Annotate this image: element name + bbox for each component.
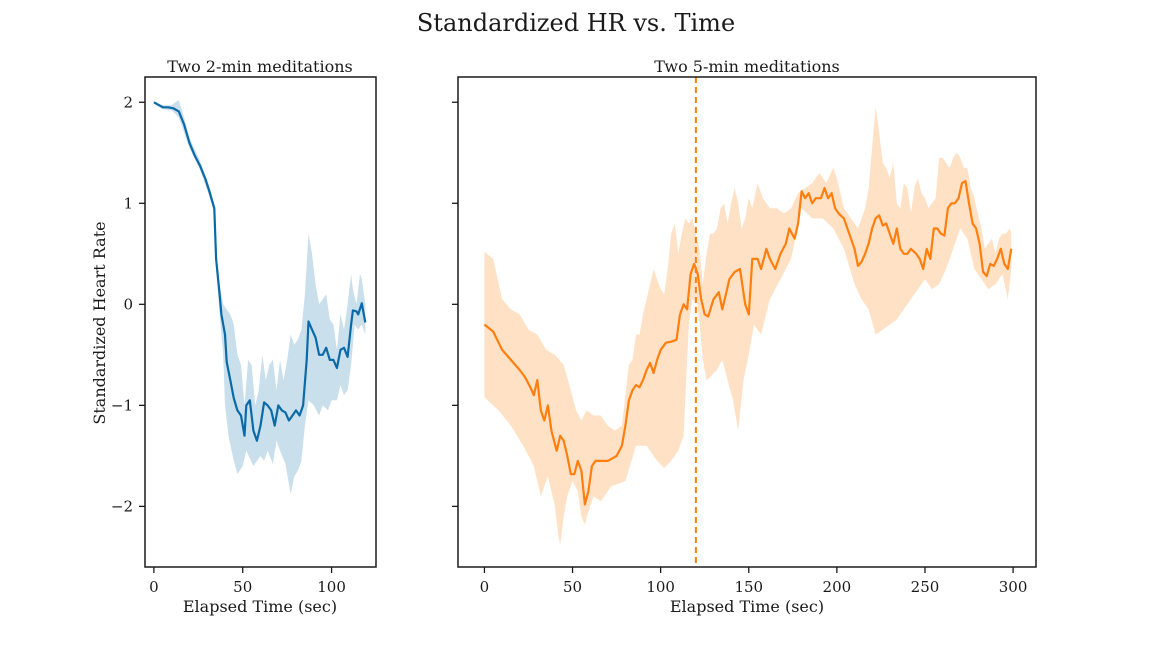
y-tick-label: 2 <box>123 93 133 111</box>
x-tick-label: 250 <box>911 578 940 596</box>
series-line <box>153 101 367 442</box>
y-tick-label: 1 <box>123 194 133 212</box>
left-panel: Two 2-min meditations Elapsed Time (sec)… <box>90 57 377 616</box>
x-tick-label: 200 <box>823 578 852 596</box>
x-tick-label: 100 <box>317 578 346 596</box>
x-tick-label: 50 <box>563 578 582 596</box>
series-line <box>483 180 1013 506</box>
x-tick-label: 0 <box>480 578 490 596</box>
x-tick-label: 50 <box>233 578 252 596</box>
plot-frame <box>457 76 1037 568</box>
x-tick-label: 300 <box>999 578 1028 596</box>
confidence-band <box>153 100 366 495</box>
y-tick-label: −2 <box>111 497 133 515</box>
y-tick-label: 0 <box>123 295 133 313</box>
right-panel-title: Two 5-min meditations <box>654 57 839 76</box>
confidence-band <box>484 107 1012 545</box>
right-panel: Two 5-min meditations Elapsed Time (sec)… <box>452 57 1037 616</box>
right-panel-xlabel: Elapsed Time (sec) <box>670 597 824 616</box>
plot-frame <box>144 76 377 568</box>
x-tick-label: 0 <box>149 578 159 596</box>
left-panel-ylabel: Standardized Heart Rate <box>90 221 109 424</box>
x-tick-label: 150 <box>734 578 763 596</box>
y-tick-label: −1 <box>111 396 133 414</box>
figure-title: Standardized HR vs. Time <box>417 9 735 37</box>
left-panel-title: Two 2-min meditations <box>167 57 352 76</box>
left-panel-xlabel: Elapsed Time (sec) <box>183 597 337 616</box>
x-tick-label: 100 <box>646 578 675 596</box>
